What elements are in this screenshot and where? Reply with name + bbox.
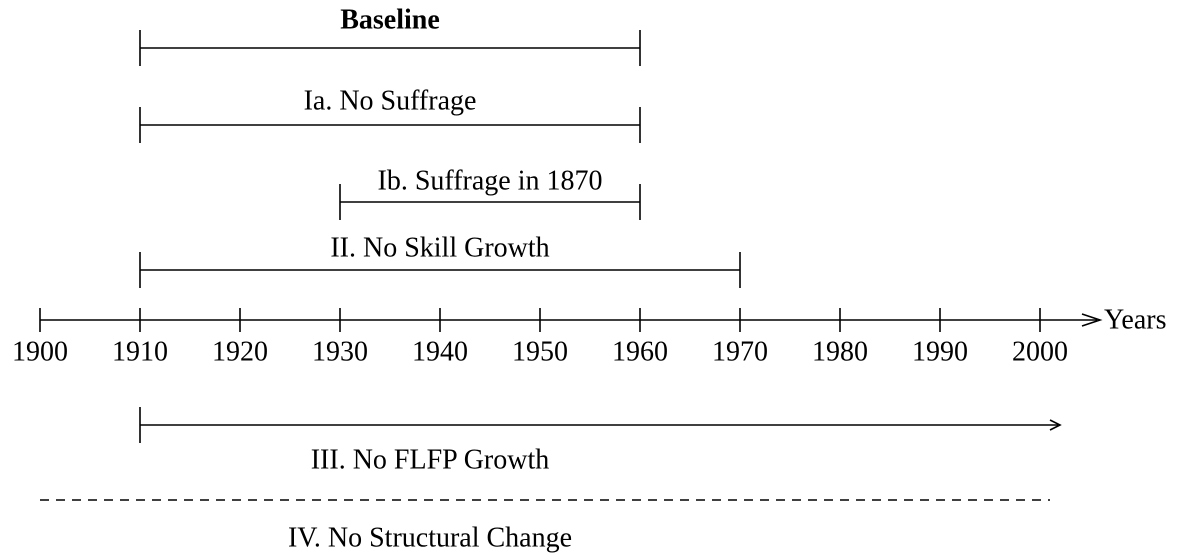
tick-label: 1910 xyxy=(112,336,168,367)
tick-label: 1900 xyxy=(12,336,68,367)
interval-arrow xyxy=(1049,419,1062,431)
interval-label: Baseline xyxy=(340,4,440,35)
interval-label: II. No Skill Growth xyxy=(330,232,549,263)
tick-label: 1920 xyxy=(212,336,268,367)
axis-arrow xyxy=(1081,313,1103,327)
tick-label: 1960 xyxy=(612,336,668,367)
interval-label: III. No FLFP Growth xyxy=(311,444,550,475)
tick-label: 1980 xyxy=(812,336,868,367)
tick-label: 2000 xyxy=(1012,336,1068,367)
tick-label: 1970 xyxy=(712,336,768,367)
interval-label: IV. No Structural Change xyxy=(288,522,572,553)
axis-label: Years xyxy=(1104,304,1167,335)
interval-label: Ia. No Suffrage xyxy=(304,85,477,116)
tick-label: 1930 xyxy=(312,336,368,367)
tick-label: 1940 xyxy=(412,336,468,367)
tick-label: 1950 xyxy=(512,336,568,367)
interval-label: Ib. Suffrage in 1870 xyxy=(378,165,603,196)
tick-label: 1990 xyxy=(912,336,968,367)
